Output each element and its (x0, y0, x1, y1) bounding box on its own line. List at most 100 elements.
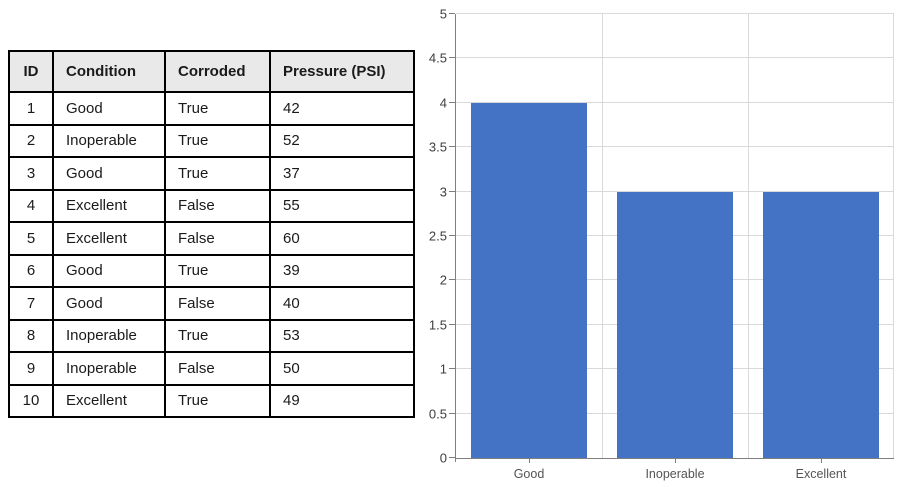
table-cell: 7 (8, 286, 54, 321)
horizontal-gridline (456, 368, 894, 370)
table-cell: True (164, 253, 271, 288)
y-axis-tick-label: 0.5 (428, 406, 447, 422)
table-cell: Excellent (52, 188, 166, 223)
table-cell: Good (52, 253, 166, 288)
y-axis-tick (449, 457, 455, 458)
table-cell: 10 (8, 383, 54, 418)
x-axis-line (455, 458, 894, 459)
y-axis-tick (449, 57, 455, 59)
table-cell: True (164, 91, 271, 126)
y-axis-tick (449, 323, 455, 325)
bar (470, 102, 588, 458)
y-axis-tick-label: 4.5 (428, 50, 447, 66)
table-cell: 9 (8, 351, 54, 386)
table-row: 9 Inoperable False 50 (8, 351, 415, 386)
horizontal-gridline (456, 57, 894, 59)
y-axis-tick (449, 146, 455, 148)
column-header: ID (8, 50, 54, 93)
column-header: Corroded (164, 50, 271, 93)
y-axis-tick (449, 190, 455, 192)
pipe-data-table: ID Condition Corroded Pressure (PSI) 1 Good T… (8, 50, 415, 418)
table-row: 3 Good True 37 (8, 156, 415, 191)
table-cell: True (164, 318, 271, 353)
table-body: 1 Good True 42 2 Inoperable True 52 3 Good True 37 4… (8, 91, 415, 418)
table-row: 2 Inoperable True 52 (8, 123, 415, 158)
table-cell: 52 (269, 123, 415, 158)
table-cell: True (164, 123, 271, 158)
table-cell: False (164, 188, 271, 223)
table-cell: 39 (269, 253, 415, 288)
y-axis-tick (449, 235, 455, 236)
y-axis-tick-label: 3.5 (428, 139, 447, 155)
bar (762, 191, 880, 458)
y-axis-tick-label: 5 (439, 6, 447, 22)
y-axis-tick (449, 412, 455, 414)
table-cell: 49 (269, 383, 415, 418)
x-axis-tick (528, 458, 530, 463)
table-row: 8 Inoperable True 53 (8, 318, 415, 353)
table-row: 1 Good True 42 (8, 91, 415, 126)
y-axis-tick (449, 279, 455, 281)
y-axis-tick-label: 4 (439, 95, 447, 111)
chart-plot-area: 0 0.5 1 1.5 2 2.5 3 3.5 4 4.5 5 Good Inoperable Excel… (429, 8, 894, 481)
table-cell: 53 (269, 318, 415, 353)
column-header: Condition (52, 50, 166, 93)
column-header: Pressure (PSI) (269, 50, 415, 93)
table-cell: 55 (269, 188, 415, 223)
table-cell: 37 (269, 156, 415, 191)
vertical-gridline (893, 14, 894, 458)
table-row: 5 Excellent False 60 (8, 221, 415, 256)
table-cell: Inoperable (52, 123, 166, 158)
x-axis-category-label: Inoperable (645, 467, 705, 481)
table-cell: 3 (8, 156, 54, 191)
table-cell: Excellent (52, 383, 166, 418)
table-cell: True (164, 156, 271, 191)
table-cell: Good (52, 286, 166, 321)
y-axis-tick (449, 368, 455, 370)
table-row: 6 Good True 39 (8, 253, 415, 288)
x-axis-category-label: Good (513, 467, 545, 481)
vertical-gridline (601, 14, 603, 458)
table-cell: 1 (8, 91, 54, 126)
table-row: 4 Excellent False 55 (8, 188, 415, 223)
table-cell: Excellent (52, 221, 166, 256)
table-cell: False (164, 221, 271, 256)
table-cell: 60 (269, 221, 415, 256)
table-cell: Inoperable (52, 351, 166, 386)
bar (616, 191, 734, 458)
horizontal-gridline (456, 323, 894, 325)
horizontal-gridline (456, 101, 894, 103)
horizontal-gridline (456, 146, 894, 148)
y-axis-tick-label: 2 (439, 272, 447, 288)
table-row: 10 Excellent True 49 (8, 383, 415, 418)
table-cell: 50 (269, 351, 415, 386)
table-cell: 8 (8, 318, 54, 353)
x-axis-category-label: Excellent (795, 467, 847, 481)
horizontal-gridline (456, 13, 894, 14)
y-axis-tick-label: 3 (439, 184, 447, 200)
table-cell: False (164, 351, 271, 386)
table-cell: 4 (8, 188, 54, 223)
y-axis-tick-label: 2.5 (428, 228, 447, 244)
table-cell: Good (52, 156, 166, 191)
table-cell: 6 (8, 253, 54, 288)
table-cell: Inoperable (52, 318, 166, 353)
table-cell: True (164, 383, 271, 418)
table-cell: 42 (269, 91, 415, 126)
table-header-row: ID Condition Corroded Pressure (PSI) (8, 50, 415, 93)
y-axis-tick-label: 0 (439, 450, 447, 466)
table-cell: 2 (8, 123, 54, 158)
table-cell: 5 (8, 221, 54, 256)
horizontal-gridline (456, 190, 894, 192)
y-axis-line (455, 14, 456, 463)
y-axis-tick-label: 1.5 (428, 317, 447, 333)
y-axis-tick (449, 101, 455, 103)
y-axis-tick-label: 1 (439, 361, 447, 377)
horizontal-gridline (456, 235, 894, 236)
horizontal-gridline (456, 412, 894, 414)
table-cell: False (164, 286, 271, 321)
table-row: 7 Good False 40 (8, 286, 415, 321)
x-axis-tick (821, 458, 822, 463)
y-axis-tick (449, 13, 455, 14)
